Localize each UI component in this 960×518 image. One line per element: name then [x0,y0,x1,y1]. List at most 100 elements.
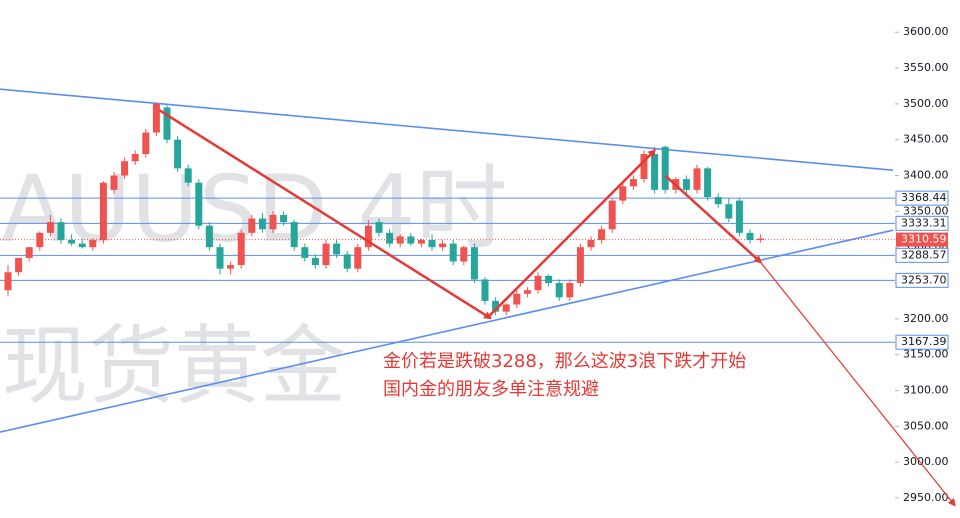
y-tick-label: 3150.00 [903,348,949,361]
candle-body [68,240,76,244]
candle-body [364,225,372,248]
candle-body [333,243,341,255]
candle-body [545,275,553,284]
candle-body [682,179,690,190]
arrow [664,174,763,264]
candle-body [513,293,521,305]
candle-body [449,243,457,262]
candle-body [651,154,659,190]
candle-body [640,154,648,180]
candle-body [555,283,563,298]
trendline [0,88,894,171]
candle-body [216,247,224,269]
candle-body [735,200,743,233]
candle-body [523,290,531,294]
candle-body [417,240,425,244]
candle-body [428,240,436,248]
candle-body [757,238,765,241]
candle-body [174,139,182,169]
candle-body [89,240,97,248]
level-label: 3368.44 [901,191,947,204]
candle-body [163,107,171,140]
candle-body [608,200,616,230]
candle-body [693,168,701,190]
current-price-label: 3310.59 [901,233,947,246]
candle-body [205,225,213,248]
candle-body [57,222,65,241]
candle-body [248,218,256,233]
y-tick-label: 3550.00 [903,61,949,74]
candle-body [502,304,510,312]
level-label: 3333.31 [901,216,947,229]
level-label-box [895,190,949,206]
candle-body [110,175,118,190]
candle-body [121,161,129,176]
candle-body [269,214,277,230]
candle-body [290,222,298,248]
candle-body [598,229,606,241]
candle-body [566,283,574,298]
y-tick-label: 3200.00 [903,312,949,325]
y-tick-label: 3350.00 [903,204,949,217]
candle-body [576,247,584,284]
candle-body [343,254,351,269]
candle-body [629,179,637,187]
candle-body [704,168,712,198]
candle-body [746,232,754,241]
candle-body [714,197,722,205]
level-label: 3253.70 [901,273,947,286]
candle-body [407,236,415,244]
annotation: 金价若是跌破3288，那么这波3浪下跌才开始 [383,351,746,372]
candle-body [492,300,500,312]
candle-body [354,247,362,269]
candle-body [280,214,288,223]
plot [0,88,895,433]
arrow [486,149,657,319]
level-label-box [895,215,949,231]
candle-body [661,146,669,190]
trendline [0,229,894,433]
arrow [760,261,956,507]
y-tick-label: 3450.00 [903,133,949,146]
candle-body [227,265,235,269]
y-tick-label: 3400.00 [903,169,949,182]
candle-body [534,275,542,291]
candle-body [470,247,478,280]
candle-body [25,247,33,258]
level-label-box [895,272,949,288]
candle-body [46,222,54,233]
overlay: 3368.44 3333.31 3288.57 3253.70 3167.39 3310.… [158,109,956,507]
annotation: 国内金的朋友多单注意规避 [383,379,599,400]
watermark-name: 现货黄金 [2,316,346,416]
candle-body [460,247,468,262]
candle-body [237,232,245,266]
candle-body [311,257,319,266]
candle-body [195,182,203,226]
candle-body [619,186,627,201]
candle-body [375,222,383,233]
arrow [158,109,492,320]
candle-body [322,243,330,266]
candle-body [439,243,447,248]
candle-body [36,232,44,248]
candle-body [78,243,86,248]
candle-body [99,182,107,241]
level-label-box [895,334,949,350]
level-label-box [895,247,949,263]
y-tick-label: 2950.00 [903,491,949,504]
candle-body [131,154,139,162]
candle-body [386,232,394,244]
y-tick-label: 3000.00 [903,455,949,468]
candle-body [396,236,404,244]
level-label: 3167.39 [901,335,947,348]
level-label: 3288.57 [901,248,947,261]
candle-body [301,247,309,258]
y-tick-label: 3050.00 [903,419,949,432]
y-tick-label: 3100.00 [903,383,949,396]
candle-body [258,218,266,230]
candle-body [184,168,192,183]
candle-body [152,103,160,133]
candle-body [15,257,23,273]
